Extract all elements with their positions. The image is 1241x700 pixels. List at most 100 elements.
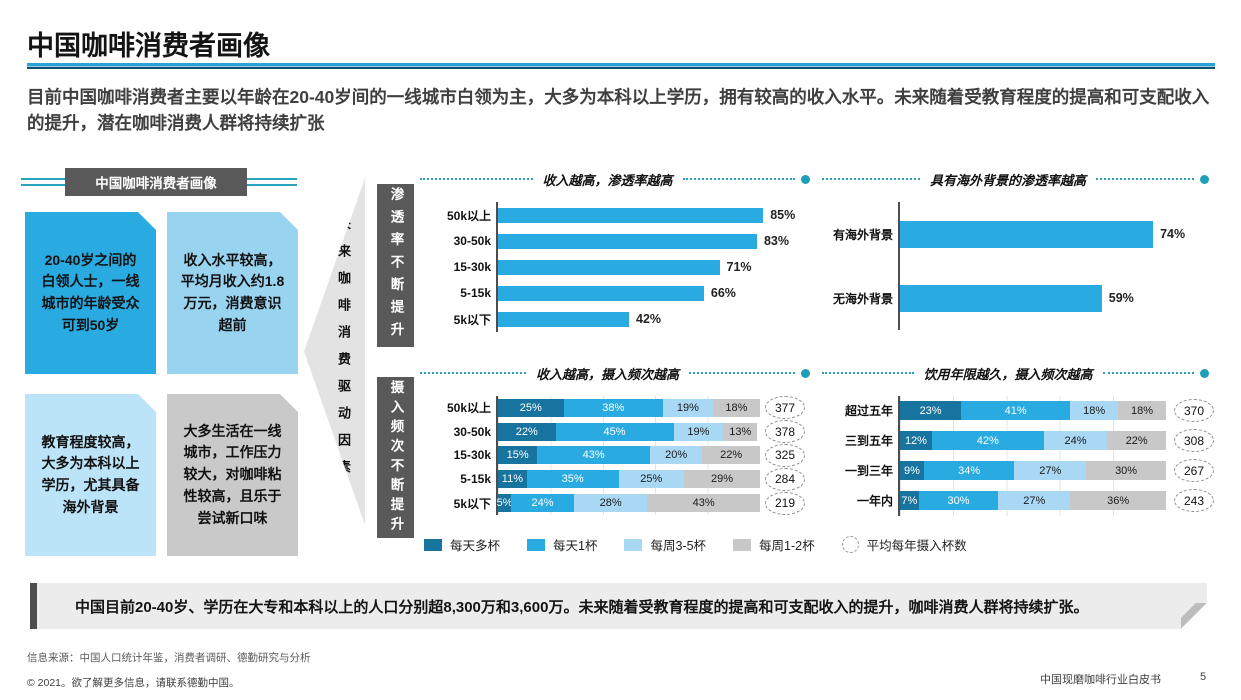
teal-dot-icon	[1200, 174, 1210, 184]
legend-item: 每天多杯	[424, 535, 500, 554]
category-label: 50k以上	[446, 208, 491, 223]
income-frequency-plot: 50k以上 30-50k 15-30k 5-15k 5k以下 25% 38% 19% 18% 22…	[420, 396, 810, 515]
bar-segment: 30%	[918, 491, 999, 511]
stacked-bar-row: 5% 24% 28% 43%	[497, 491, 760, 515]
stacked-bar-row: 9% 34% 27% 30%	[900, 456, 1166, 486]
stacked-bar: 12% 42% 24% 22%	[900, 431, 1166, 451]
bar-segment: 27%	[998, 491, 1071, 511]
category-label: 50k以上	[446, 401, 491, 416]
bar-segment: 9%	[900, 461, 924, 481]
bar-segment: 27%	[1014, 461, 1087, 481]
annotation-circle: 308	[1174, 429, 1214, 453]
page-number: 5	[1200, 671, 1207, 683]
teal-dot-icon	[1200, 368, 1210, 378]
legend-swatch-icon	[733, 538, 752, 551]
chart-income-penetration: 收入越高，渗透率越高 50k以上 30-50k 15-30k 5-15k 5k以下 85%…	[420, 170, 811, 332]
category-label: 5-15k	[460, 286, 491, 300]
legend-item: 每天1杯	[527, 535, 597, 554]
badge-decoration-line-right	[247, 178, 297, 186]
bar-segment: 42%	[931, 431, 1044, 451]
bar-segment: 23%	[900, 401, 962, 421]
bar-area: 85% 83% 71% 66% 42%	[496, 202, 810, 332]
chart-title: 收入越高，摄入频次越高	[536, 366, 680, 382]
stacked-bar-row: 23% 41% 18% 18%	[900, 396, 1166, 426]
chart-years-frequency: 饮用年限越久，摄入频次越高 超过五年 三到五年 一到三年 一年内 23% 41% 18% 18…	[822, 364, 1222, 516]
legend-swatch-icon	[424, 538, 442, 551]
bar	[498, 233, 757, 249]
bar-row: 59%	[900, 266, 1241, 330]
stacked-bar: 7% 30% 27% 36%	[900, 491, 1166, 511]
stacked-bar-row: 15% 43% 20% 22%	[498, 444, 760, 468]
bar-segment: 30%	[1086, 461, 1166, 481]
bar-segment: 43%	[537, 446, 650, 465]
profile-box-age: 20-40岁之间的白领人士，一线城市的年龄受众可到50岁	[25, 212, 156, 374]
legend-swatch-icon	[527, 538, 546, 551]
annotation-circles: 377 378 325 284 219	[760, 396, 810, 515]
stacked-bar-row: 25% 38% 19% 18%	[498, 396, 760, 420]
bar-row: 74%	[900, 202, 1241, 266]
bar-segment: 22%	[702, 446, 760, 465]
bar-value: 74%	[1160, 227, 1186, 241]
bar-segment: 41%	[961, 401, 1071, 421]
side-label-penetration: 渗透率不断提升	[377, 184, 414, 347]
teal-dot-icon	[801, 368, 811, 378]
bar-segment: 45%	[555, 422, 674, 441]
category-label: 5k以下	[453, 312, 491, 327]
page-subtitle: 目前中国咖啡消费者主要以年龄在20-40岁间的一线城市白领为主，大多为本科以上学…	[27, 87, 1210, 134]
dotted-divider	[1096, 178, 1195, 180]
bar-area: 74% 59%	[898, 202, 1241, 330]
copyright-note: © 2021。欲了解更多信息，请联系德勤中国。	[27, 677, 240, 689]
legend-label: 每天多杯	[450, 539, 501, 553]
category-labels: 有海外背景 无海外背景	[822, 202, 898, 330]
dotted-divider	[822, 178, 920, 180]
stacked-bar-row: 22% 45% 19% 13%	[498, 420, 760, 444]
bar-segment: 25%	[498, 398, 564, 417]
bar-segment: 35%	[526, 470, 619, 489]
legend-circle-icon	[841, 536, 859, 553]
bar-value: 83%	[763, 234, 789, 248]
annotation-row: 378	[760, 420, 810, 444]
bar-row: 83%	[498, 228, 810, 254]
category-labels: 50k以上 30-50k 15-30k 5-15k 5k以下	[420, 202, 496, 332]
category-label: 一到三年	[844, 464, 893, 479]
bar-segment: 36%	[1070, 491, 1166, 511]
category-label: 15-30k	[453, 448, 491, 463]
category-label: 无海外背景	[832, 291, 893, 306]
bar-area: 25% 38% 19% 18% 22% 45% 19% 13% 15% 43% 20% 22% 11% 3…	[496, 396, 760, 515]
category-label: 5-15k	[460, 472, 491, 487]
bar	[900, 220, 1154, 248]
years-frequency-plot: 超过五年 三到五年 一到三年 一年内 23% 41% 18% 18% 12% 42% 24% 22% 9…	[822, 396, 1222, 516]
annotation-circle: 243	[1174, 489, 1214, 513]
bar-segment: 22%	[1107, 431, 1166, 451]
stacked-bar: 25% 38% 19% 18%	[498, 398, 760, 417]
category-labels: 50k以上 30-50k 15-30k 5-15k 5k以下	[420, 396, 496, 515]
folded-corner	[1181, 603, 1207, 629]
bar	[498, 311, 630, 327]
category-label: 5k以下	[453, 496, 491, 511]
category-label: 30-50k	[453, 234, 491, 248]
bar-value: 42%	[636, 312, 662, 326]
chart-title: 具有海外背景的渗透率越高	[930, 172, 1087, 188]
bar-segment: 15%	[498, 446, 538, 465]
bar-segment: 19%	[663, 398, 713, 417]
page-title: 中国咖啡消费者画像	[27, 31, 270, 61]
bar-segment: 22%	[498, 422, 556, 441]
stacked-bar: 23% 41% 18% 18%	[900, 401, 1166, 421]
legend-item: 每周1-2杯	[733, 535, 815, 554]
dotted-divider	[689, 372, 796, 374]
chart-title-row: 饮用年限越久，摄入频次越高	[822, 364, 1210, 382]
profile-box-education: 教育程度较高，大多为本科以上学历，尤其具备海外背景	[25, 394, 156, 556]
side-label-frequency: 摄入频次不断提升	[377, 377, 414, 538]
summary-text: 中国目前20-40岁、学历在大专和本科以上的人口分别超8,300万和3,600万…	[75, 598, 1089, 616]
bar-row: 66%	[498, 280, 810, 306]
driver-arrow-shape: 未来咖啡消费驱动因素	[304, 178, 365, 525]
bar-segment: 5%	[497, 494, 513, 513]
annotation-circle: 325	[765, 443, 805, 467]
source-note: 信息来源：中国人口统计年鉴，消费者调研、德勤研究与分析	[27, 652, 311, 664]
annotation-row: 325	[760, 443, 810, 468]
chart-title-row: 收入越高，摄入频次越高	[420, 364, 811, 382]
badge-decoration-line-left	[21, 178, 65, 186]
bar-value: 71%	[726, 260, 752, 274]
category-label: 一年内	[856, 494, 893, 509]
